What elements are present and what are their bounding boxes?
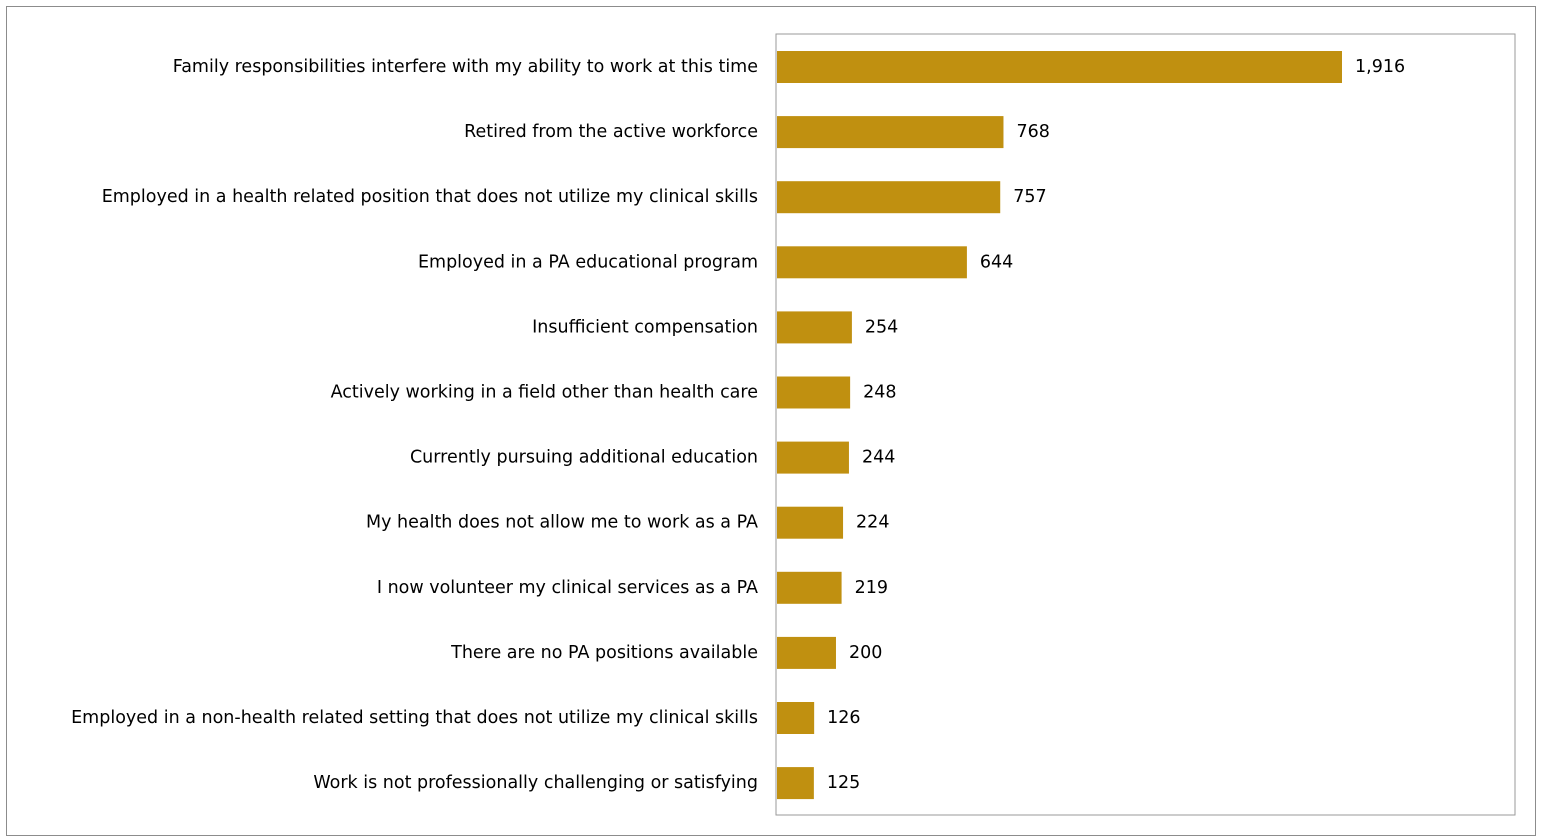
bar-8: [777, 506, 844, 539]
category-label-8: My health does not allow me to work as a…: [366, 513, 758, 533]
category-label-10: There are no PA positions available: [450, 643, 758, 663]
bar-1: [777, 51, 1342, 83]
value-label-12: 125: [827, 773, 860, 793]
category-labels-group: Family responsibilities interfere with m…: [71, 57, 758, 793]
bar-10: [777, 636, 836, 669]
plot-area: [775, 33, 1516, 816]
category-label-12: Work is not professionally challenging o…: [313, 773, 758, 793]
value-label-3: 757: [1013, 187, 1046, 207]
value-label-9: 219: [855, 578, 888, 598]
category-label-4: Employed in a PA educational program: [418, 252, 758, 272]
bar-6: [777, 376, 851, 409]
category-label-3: Employed in a health related position th…: [102, 187, 758, 207]
bar-5: [777, 311, 852, 344]
category-label-2: Retired from the active workforce: [464, 122, 758, 142]
category-label-1: Family responsibilities interfere with m…: [173, 57, 758, 77]
bar-9: [777, 571, 842, 604]
value-label-5: 254: [865, 317, 898, 337]
bar-7: [777, 441, 849, 474]
value-label-8: 224: [856, 513, 889, 533]
bar-3: [777, 181, 1001, 214]
value-label-10: 200: [849, 643, 882, 663]
bar-2: [777, 116, 1004, 149]
value-label-4: 644: [980, 252, 1013, 272]
bar-4: [777, 246, 967, 279]
value-labels-group: 1,916 768 757 644 254 248 244 224 219 200 126 125: [827, 57, 1405, 793]
category-label-7: Currently pursuing additional education: [410, 448, 758, 468]
category-label-11: Employed in a non-health related setting…: [71, 708, 758, 728]
category-label-9: I now volunteer my clinical services as …: [377, 578, 758, 598]
value-label-11: 126: [827, 708, 860, 728]
chart-frame: [6, 6, 1536, 836]
category-label-6: Actively working in a field other than h…: [331, 383, 758, 403]
bar-11: [777, 702, 815, 734]
bars-group: [777, 51, 1342, 800]
bar-12: [777, 767, 814, 800]
value-label-2: 768: [1016, 122, 1049, 142]
value-label-7: 244: [862, 448, 895, 468]
value-label-1: 1,916: [1355, 57, 1405, 77]
value-label-6: 248: [863, 383, 896, 403]
category-label-5: Insufficient compensation: [532, 317, 758, 337]
